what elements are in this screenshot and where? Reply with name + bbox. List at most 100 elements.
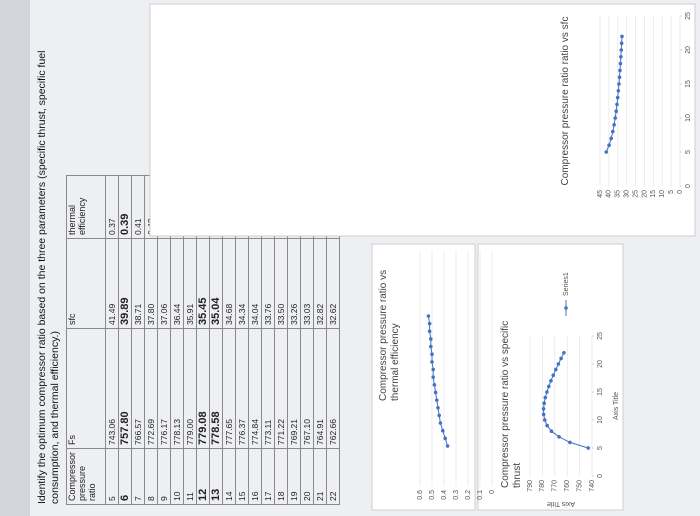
data-point [430, 352, 434, 357]
data-point [604, 150, 609, 154]
data-point [620, 34, 624, 39]
y-tick-label: 0.6 [417, 490, 424, 500]
x-tick-label: 10 [685, 114, 692, 122]
x-tick-label: 15 [685, 80, 692, 88]
y-tick-label: 780 [539, 480, 546, 492]
data-point [612, 122, 616, 127]
data-point [616, 88, 621, 93]
data-point [619, 48, 624, 52]
data-point [562, 351, 566, 355]
x-tick-label: 0 [597, 474, 604, 478]
data-point [546, 384, 551, 389]
data-point [557, 435, 561, 439]
data-point [615, 95, 620, 100]
data-point [542, 418, 547, 422]
data-point [443, 436, 448, 441]
data-point [445, 444, 450, 448]
y-tick-label: 25 [632, 190, 639, 198]
y-tick-label: 750 [576, 480, 583, 492]
data-point [607, 143, 611, 147]
data-point [430, 360, 434, 364]
y-tick-label: 5 [668, 190, 675, 194]
data-point [618, 68, 622, 73]
x-axis-title: Axis Title [613, 392, 620, 420]
data-point [615, 102, 619, 107]
data-point [609, 136, 613, 141]
data-point [553, 367, 558, 372]
data-point [437, 413, 442, 418]
x-tick-label: 15 [597, 388, 604, 396]
data-point [436, 405, 440, 410]
y-tick-label: 790 [527, 480, 534, 492]
data-point [551, 373, 556, 377]
y-tick-label: 35 [615, 190, 622, 198]
x-tick-label: 20 [685, 46, 692, 54]
y-tick-label: 0.5 [429, 490, 436, 500]
data-point [568, 440, 572, 445]
y-tick-label: 30 [624, 190, 631, 198]
x-tick-label: 10 [597, 416, 604, 424]
data-point [617, 82, 621, 86]
y-tick-label: 740 [589, 480, 596, 492]
x-tick-label: 25 [685, 12, 692, 20]
data-point [541, 407, 546, 411]
data-point [429, 344, 433, 349]
data-point [559, 356, 563, 361]
data-point [619, 54, 623, 59]
y-tick-label: 0.4 [441, 490, 448, 500]
chart-box [149, 3, 696, 237]
data-point [543, 395, 548, 400]
x-tick-label: 20 [597, 360, 604, 368]
data-point [431, 375, 436, 379]
data-point [614, 109, 618, 113]
data-point [438, 421, 443, 425]
data-point [429, 337, 433, 341]
data-point [586, 446, 591, 450]
y-axis-title: Axis Title [547, 500, 575, 507]
data-point [433, 390, 438, 395]
data-point [611, 129, 615, 134]
data-point [545, 390, 549, 394]
y-tick-label: 760 [564, 480, 571, 492]
data-point [618, 61, 623, 66]
chart-box [371, 243, 476, 511]
y-tick-label: 45 [597, 190, 604, 198]
y-tick-label: 0 [489, 490, 496, 494]
legend-label: Series1 [563, 272, 570, 296]
data-point [549, 379, 553, 383]
x-tick-label: 25 [597, 332, 604, 340]
data-point [542, 401, 546, 405]
y-tick-label: 0.1 [477, 490, 484, 500]
data-point [617, 75, 622, 79]
y-tick-label: 40 [606, 190, 613, 198]
data-point [613, 116, 618, 120]
chart-title: Compressor pressure ratio vs thermal eff… [378, 269, 401, 401]
data-point [427, 329, 432, 334]
data-point [549, 429, 554, 433]
data-point [556, 362, 561, 366]
x-tick-label: 5 [597, 446, 604, 450]
data-point [427, 321, 432, 326]
x-tick-label: 0 [685, 184, 692, 188]
y-tick-label: 20 [641, 190, 648, 198]
data-point [435, 398, 439, 402]
chart-title: Compressor pressure ratio vs specific th… [500, 320, 523, 488]
data-point [619, 41, 624, 45]
data-point [441, 428, 445, 433]
y-tick-label: 0.3 [453, 490, 460, 500]
x-tick-label: 5 [685, 150, 692, 154]
data-point [431, 367, 436, 372]
data-point [545, 423, 549, 428]
data-point [432, 383, 437, 387]
data-point [541, 412, 546, 417]
chart-title: Compressor pressure ratio ratio vs sfc [560, 16, 571, 186]
data-point [426, 314, 431, 318]
y-tick-label: 10 [659, 190, 666, 198]
y-tick-label: 0.2 [465, 490, 472, 500]
chart-box [477, 243, 624, 511]
y-tick-label: 15 [650, 190, 657, 198]
legend-marker [564, 306, 568, 310]
